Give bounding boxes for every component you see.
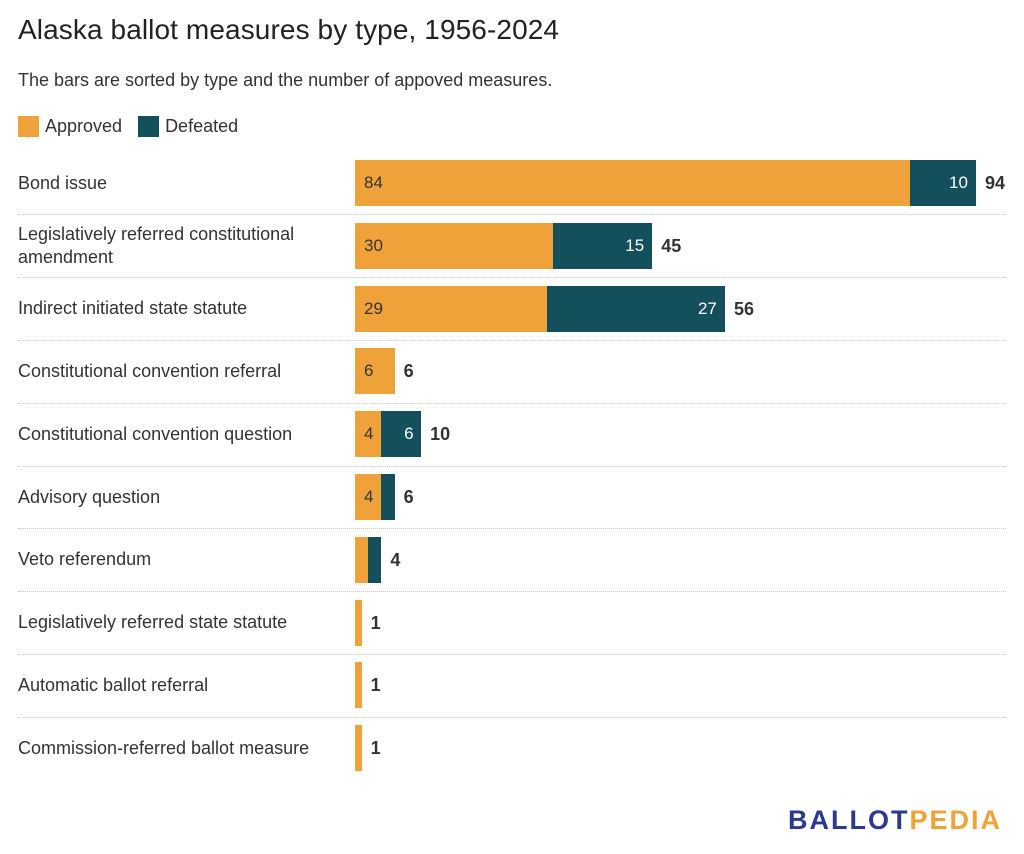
bar-defeated	[909, 160, 976, 206]
legend-swatch-approved	[18, 116, 39, 137]
bar-approved	[355, 160, 910, 206]
legend-label-approved: Approved	[45, 116, 123, 136]
row-divider	[18, 591, 1006, 593]
bar-approved	[355, 474, 382, 520]
bar-defeated	[381, 474, 395, 520]
bar-approved	[355, 725, 362, 772]
category-label: Automatic ballot referral	[18, 674, 209, 695]
bar-defeated	[381, 411, 422, 458]
bar-approved	[355, 536, 369, 583]
row-divider	[18, 214, 1006, 216]
row-divider	[18, 402, 1006, 404]
category-label: Legislatively referred state statute	[18, 612, 288, 633]
row-divider	[18, 465, 1006, 467]
total-value-label: 6	[403, 361, 414, 382]
category-label: Veto referendum	[18, 549, 152, 570]
defeated-value-label: 6	[404, 424, 414, 444]
total-value-label: 45	[661, 235, 682, 256]
category-label: Bond issue	[18, 172, 108, 193]
total-value-label: 4	[390, 549, 401, 570]
logo-text-pedia: PEDIA	[909, 805, 1002, 835]
category-label: Legislatively referred constitutional am…	[18, 223, 295, 267]
logo-text-ballot: BALLOT	[787, 805, 910, 835]
defeated-value-label: 10	[949, 173, 968, 192]
approved-value-label: 6	[364, 361, 374, 381]
total-value-label: 56	[733, 298, 754, 319]
legend-label-defeated: Defeated	[165, 116, 239, 136]
category-label: Constitutional convention question	[18, 423, 293, 444]
approved-value-label: 30	[364, 235, 383, 255]
total-value-label: 94	[985, 173, 1006, 193]
ballotpedia-logo: BALLOTPEDIA	[788, 805, 1002, 836]
bar-defeated	[368, 536, 382, 583]
row-divider	[18, 277, 1006, 279]
bar-approved	[355, 285, 547, 332]
total-value-label: 10	[430, 424, 451, 445]
bar-defeated	[553, 222, 653, 269]
bar-approved	[355, 662, 362, 709]
total-value-label: 6	[403, 487, 414, 507]
total-value-label: 1	[370, 738, 381, 759]
approved-value-label: 84	[364, 173, 383, 192]
bar-defeated	[546, 285, 725, 332]
category-label: Constitutional convention referral	[18, 360, 282, 381]
row-divider	[18, 528, 1006, 530]
bar-approved	[355, 222, 554, 269]
bar-approved	[355, 599, 362, 646]
defeated-value-label: 15	[625, 235, 645, 255]
row-divider	[18, 654, 1006, 655]
bar-approved	[355, 411, 382, 458]
category-label: Indirect initiated state statute	[18, 298, 248, 319]
defeated-value-label: 27	[697, 298, 717, 318]
row-divider	[18, 716, 1006, 718]
total-value-label: 1	[370, 612, 381, 633]
legend-swatch-defeated	[138, 116, 160, 137]
page-subtitle: The bars are sorted by type and the numb…	[18, 70, 553, 90]
legend: Approved Defeated	[18, 116, 254, 137]
approved-value-label: 4	[364, 424, 374, 444]
category-label: Advisory question	[18, 486, 161, 507]
bar-approved	[355, 348, 395, 395]
legend-item-defeated: Defeated	[138, 116, 238, 137]
approved-value-label: 4	[364, 487, 374, 506]
total-value-label: 1	[370, 675, 381, 696]
category-label: Commission-referred ballot measure	[18, 737, 310, 758]
legend-item-approved: Approved	[18, 116, 122, 137]
page-title: Alaska ballot measures by type, 1956-202…	[18, 14, 560, 45]
row-divider	[18, 340, 1006, 341]
approved-value-label: 29	[364, 298, 383, 318]
